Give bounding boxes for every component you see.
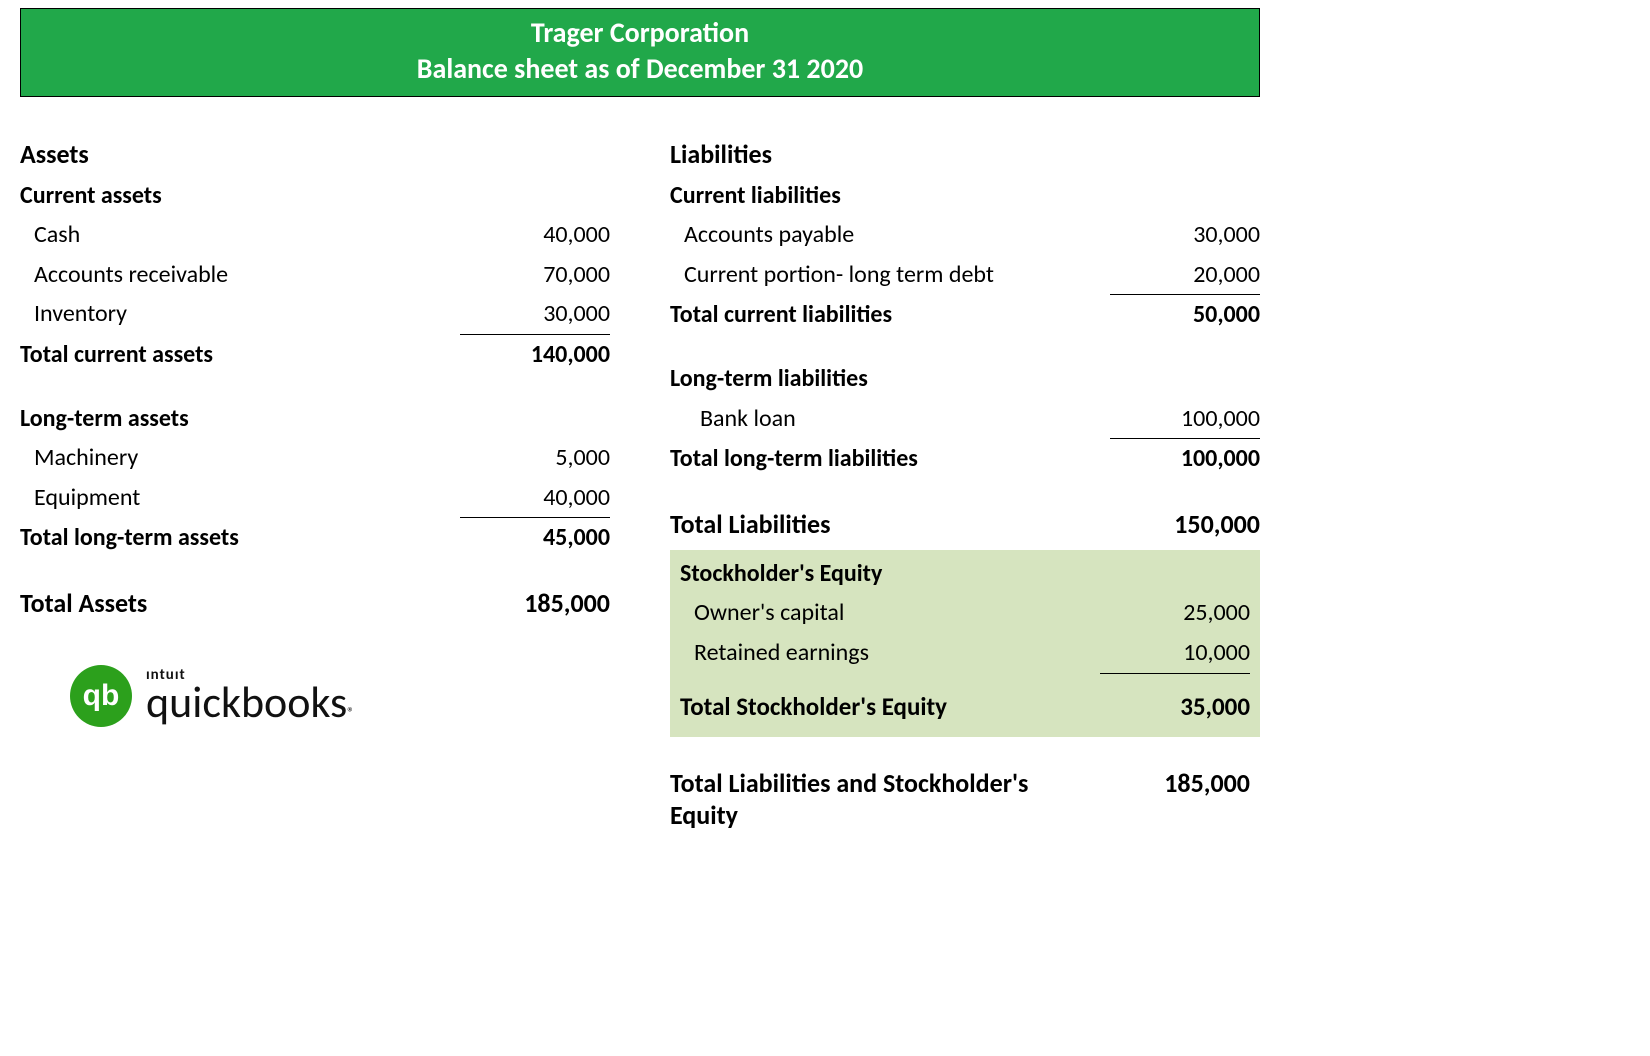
equity-title: Stockholder's Equity — [680, 554, 1250, 594]
assets-title-label: Assets — [20, 133, 610, 176]
subtotal-row: Total long-term liabilities 100,000 — [670, 439, 1260, 479]
subtotal-row: Total current liabilities 50,000 — [670, 295, 1260, 335]
logo-main-text: quickbooks® — [146, 683, 354, 723]
item-label: Accounts receivable — [20, 255, 460, 295]
subtotal-value: 45,000 — [460, 518, 610, 558]
liabilities-title-label: Liabilities — [670, 133, 1260, 176]
subtotal-label: Total long-term liabilities — [670, 439, 1110, 479]
assets-column: Assets Current assets Cash 40,000 Accoun… — [20, 133, 610, 831]
line-item: Current portion- long term debt 20,000 — [670, 255, 1260, 296]
registered-icon: ® — [347, 704, 354, 721]
logo-mark-text: qb — [83, 679, 120, 713]
item-value: 40,000 — [460, 215, 610, 255]
balance-sheet: Trager Corporation Balance sheet as of D… — [0, 0, 1280, 871]
total-liabilities-row: Total Liabilities 150,000 — [670, 503, 1260, 546]
logo-main-text-inner: quickbooks — [146, 675, 347, 729]
item-value: 70,000 — [460, 255, 610, 295]
current-liabilities-title: Current liabilities — [670, 176, 1260, 216]
item-value: 5,000 — [460, 438, 610, 478]
line-item: Cash 40,000 — [20, 215, 610, 255]
quickbooks-logo: qb ıntuıt quickbooks® — [70, 665, 610, 727]
line-item: Equipment 40,000 — [20, 478, 610, 519]
item-value: 40,000 — [460, 478, 610, 519]
line-item: Retained earnings 10,000 — [680, 633, 1250, 674]
equity-total-value: 35,000 — [1100, 686, 1250, 727]
item-value: 20,000 — [1110, 255, 1260, 296]
item-value: 10,000 — [1100, 633, 1250, 674]
subtotal-row: Total long-term assets 45,000 — [20, 518, 610, 558]
item-label: Accounts payable — [670, 215, 1110, 255]
grand-total-value: 185,000 — [1111, 767, 1250, 799]
longterm-assets-title-label: Long-term assets — [20, 399, 610, 439]
liabilities-column: Liabilities Current liabilities Accounts… — [670, 133, 1260, 831]
item-label: Cash — [20, 215, 460, 255]
total-assets-label: Total Assets — [20, 582, 460, 625]
columns: Assets Current assets Cash 40,000 Accoun… — [20, 133, 1260, 831]
item-label: Retained earnings — [680, 633, 1100, 673]
current-assets-title-label: Current assets — [20, 176, 610, 216]
spacer — [20, 375, 610, 399]
item-label: Current portion- long term debt — [670, 255, 1110, 295]
item-value: 30,000 — [460, 294, 610, 335]
quickbooks-mark-icon: qb — [70, 665, 132, 727]
report-subtitle: Balance sheet as of December 31 2020 — [21, 51, 1259, 87]
item-label: Bank loan — [670, 399, 1110, 439]
current-assets-title: Current assets — [20, 176, 610, 216]
longterm-liabilities-title-label: Long-term liabilities — [670, 359, 1260, 399]
quickbooks-wordmark: ıntuıt quickbooks® — [146, 669, 354, 722]
equity-total-label: Total Stockholder's Equity — [680, 686, 1100, 727]
grand-total-label: Total Liabilities and Stockholder's Equi… — [670, 767, 1071, 831]
subtotal-label: Total long-term assets — [20, 518, 460, 558]
total-liabilities-value: 150,000 — [1110, 503, 1260, 546]
report-header: Trager Corporation Balance sheet as of D… — [20, 8, 1260, 97]
item-label: Inventory — [20, 294, 460, 334]
line-item: Accounts payable 30,000 — [670, 215, 1260, 255]
item-value: 30,000 — [1110, 215, 1260, 255]
spacer — [20, 558, 610, 582]
subtotal-label: Total current liabilities — [670, 295, 1110, 335]
line-item: Inventory 30,000 — [20, 294, 610, 335]
current-liabilities-title-label: Current liabilities — [670, 176, 1260, 216]
spacer — [670, 479, 1260, 503]
item-label: Owner's capital — [680, 593, 1100, 633]
item-label: Equipment — [20, 478, 460, 518]
total-liabilities-label: Total Liabilities — [670, 503, 1110, 546]
equity-title-label: Stockholder's Equity — [680, 554, 1250, 594]
line-item: Accounts receivable 70,000 — [20, 255, 610, 295]
assets-title: Assets — [20, 133, 610, 176]
line-item: Machinery 5,000 — [20, 438, 610, 478]
subtotal-label: Total current assets — [20, 335, 460, 375]
equity-section: Stockholder's Equity Owner's capital 25,… — [670, 550, 1260, 737]
grand-total-row: Total Liabilities and Stockholder's Equi… — [670, 767, 1260, 831]
subtotal-value: 50,000 — [1110, 295, 1260, 335]
spacer — [670, 335, 1260, 359]
subtotal-value: 140,000 — [460, 335, 610, 375]
longterm-liabilities-title: Long-term liabilities — [670, 359, 1260, 399]
equity-total-row: Total Stockholder's Equity 35,000 — [680, 686, 1250, 727]
item-value: 25,000 — [1100, 593, 1250, 633]
spacer — [680, 674, 1250, 686]
longterm-assets-title: Long-term assets — [20, 399, 610, 439]
subtotal-row: Total current assets 140,000 — [20, 335, 610, 375]
item-value: 100,000 — [1110, 399, 1260, 440]
line-item: Owner's capital 25,000 — [680, 593, 1250, 633]
total-assets-row: Total Assets 185,000 — [20, 582, 610, 625]
liabilities-title: Liabilities — [670, 133, 1260, 176]
item-label: Machinery — [20, 438, 460, 478]
company-name: Trager Corporation — [21, 15, 1259, 51]
total-assets-value: 185,000 — [460, 582, 610, 625]
subtotal-value: 100,000 — [1110, 439, 1260, 479]
line-item: Bank loan 100,000 — [670, 399, 1260, 440]
